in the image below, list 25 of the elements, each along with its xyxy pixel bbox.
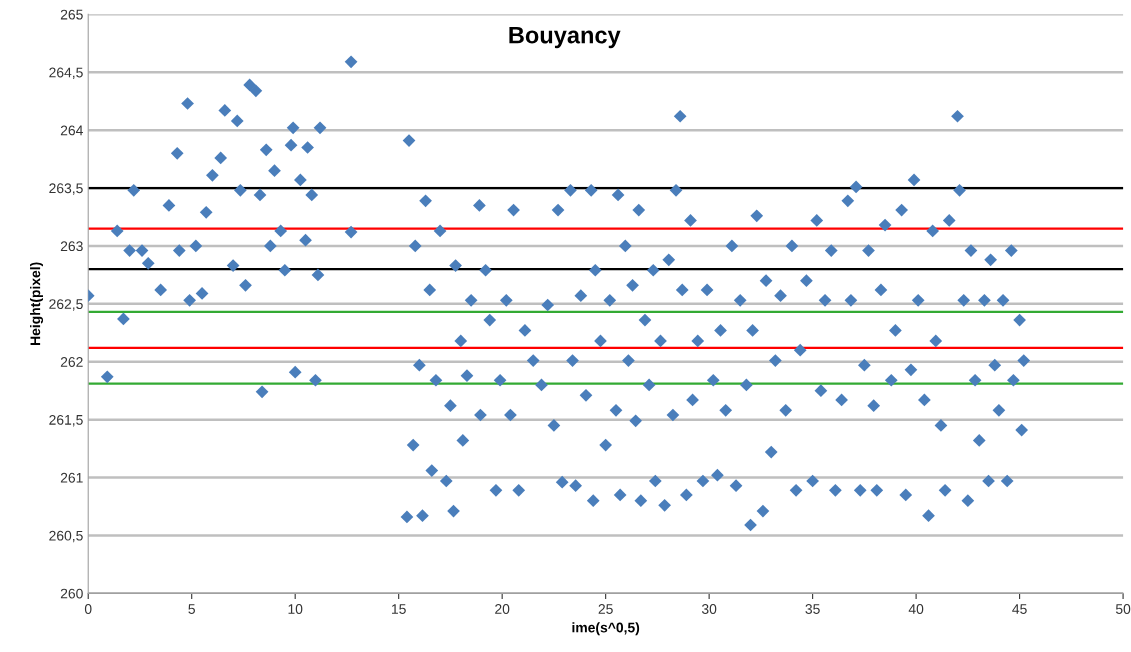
y-tick-label: 262,5: [49, 299, 83, 311]
y-tick-label: 263: [60, 241, 83, 252]
x-tick-label: 15: [392, 604, 406, 614]
chart-title: Bouyancy: [509, 27, 621, 49]
x-tick-label: 10: [288, 604, 303, 614]
x-tick-label: 25: [598, 604, 613, 614]
x-tick-label: 40: [908, 604, 924, 614]
y-tick-label: 263,5: [49, 183, 83, 195]
x-axis-title: ime(s^0,5): [572, 622, 640, 636]
y-axis-title: Height(pixel): [30, 262, 44, 345]
y-tick-label: 264,5: [49, 67, 83, 80]
y-tick-label: 265: [60, 9, 83, 20]
x-tick-label: 35: [805, 604, 820, 614]
y-tick-label: 261: [60, 472, 83, 483]
y-tick-label: 264: [60, 125, 83, 136]
x-tick-label: 30: [701, 604, 717, 614]
y-tick-label: 262: [60, 357, 83, 367]
y-tick-label: 260,5: [49, 530, 83, 543]
y-tick-label: 260: [60, 588, 83, 599]
x-tick-label: 0: [84, 604, 92, 614]
x-tick-label: 5: [188, 604, 195, 614]
x-tick-label: 45: [1012, 604, 1027, 614]
x-tick-label: 50: [1115, 604, 1131, 614]
y-tick-label: 261,5: [49, 414, 83, 427]
x-tick-label: 20: [495, 604, 510, 614]
